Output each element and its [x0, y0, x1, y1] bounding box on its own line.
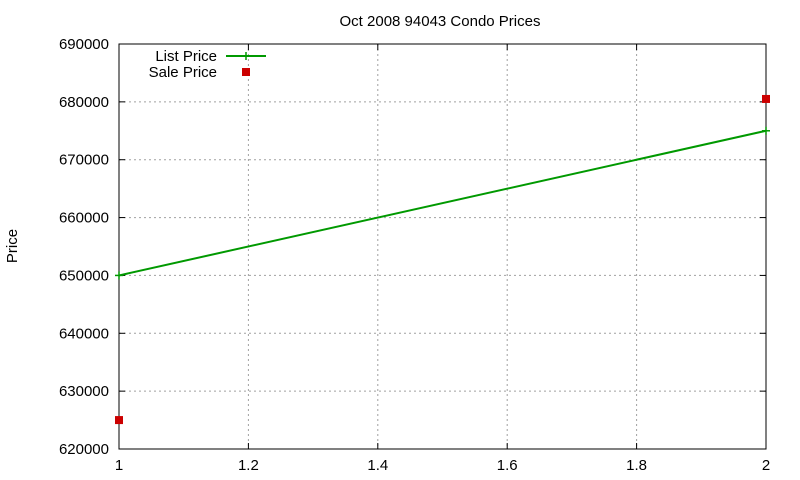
- x-tick-label: 1.2: [238, 457, 259, 474]
- series-layer: [115, 94, 770, 425]
- grid-layer: [119, 44, 766, 449]
- y-tick-label: 640000: [59, 325, 109, 342]
- y-tick-label: 650000: [59, 267, 109, 284]
- y-tick-label: 690000: [59, 36, 109, 53]
- y-tick-label: 670000: [59, 152, 109, 169]
- y-tick-label: 680000: [59, 94, 109, 111]
- plot-frame: [118, 43, 767, 450]
- legend-label: List Price: [155, 48, 217, 65]
- x-tick-label: 2: [762, 457, 770, 474]
- chart-title: Oct 2008 94043 Condo Prices: [340, 13, 541, 30]
- x-tick-label: 1.6: [497, 457, 518, 474]
- x-tick-label: 1.4: [367, 457, 388, 474]
- y-tick-label: 660000: [59, 210, 109, 227]
- y-axis-label: Price: [4, 229, 21, 263]
- sale-price-point: [762, 94, 770, 103]
- y-tick-label: 620000: [59, 441, 109, 458]
- legend-swatch-point: [242, 68, 250, 76]
- tick-layer: 620000 630000 640000 650000 660000 670000 6800…: [59, 36, 770, 474]
- x-tick-label: 1.8: [626, 457, 647, 474]
- legend-label: Sale Price: [149, 64, 217, 81]
- y-tick-label: 630000: [59, 383, 109, 400]
- x-tick-label: 1: [115, 457, 123, 474]
- list-price-line: [118, 129, 767, 277]
- sale-price-point: [115, 416, 123, 425]
